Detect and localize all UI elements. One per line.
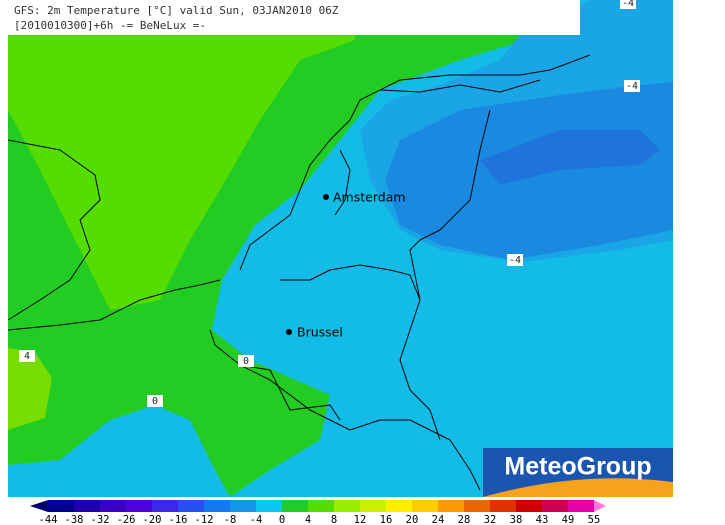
colorbar-label: -20 <box>143 514 162 525</box>
city-dot <box>323 194 329 200</box>
colorbar-segment <box>516 500 543 512</box>
colorbar-label: -44 <box>39 514 58 525</box>
map-subtitle: [2010010300]+6h -= BeNeLux =- <box>14 19 206 32</box>
colorbar-label: 43 <box>536 514 549 525</box>
colorbar-segment <box>386 500 413 512</box>
city-dot <box>286 329 292 335</box>
colorbar-label: -8 <box>224 514 237 525</box>
map-title: GFS: 2m Temperature [°C] valid Sun, 03JA… <box>14 4 339 17</box>
colorbar-label: -12 <box>195 514 214 525</box>
logo-text: MeteoGroup <box>504 453 651 481</box>
colorbar-label: 4 <box>305 514 311 525</box>
colorbar-segment <box>464 500 491 512</box>
colorbar-label: -4 <box>250 514 263 525</box>
city-label: Brussel <box>297 325 343 340</box>
contour-label: -4 <box>622 0 634 9</box>
colorbar-segment <box>100 500 127 512</box>
colorbar-label: 28 <box>458 514 471 525</box>
colorbar-label: 0 <box>279 514 285 525</box>
colorbar-segment <box>282 500 309 512</box>
colorbar-segment <box>412 500 439 512</box>
contour-label: -4 <box>626 81 638 92</box>
colorbar-segment <box>126 500 153 512</box>
contour-label-box <box>507 254 523 266</box>
colorbar-end <box>30 500 48 512</box>
coastline <box>7 54 591 491</box>
contour-label: 0 <box>152 396 158 407</box>
contour-label-box <box>19 350 35 362</box>
contour-label-box <box>238 355 254 367</box>
colorbar-label: -26 <box>117 514 136 525</box>
colorbar-segment <box>74 500 101 512</box>
contour-label: 0 <box>243 356 249 367</box>
contour-label-box <box>620 0 636 9</box>
colorbar-segment <box>152 500 179 512</box>
contour-label-box <box>624 80 640 92</box>
colorbar-label: 32 <box>484 514 497 525</box>
colorbar-segment <box>438 500 465 512</box>
logo-swoosh <box>483 478 673 497</box>
contour-label: 4 <box>24 351 30 362</box>
colorbar-segment <box>178 500 205 512</box>
contour-label-box <box>147 395 163 407</box>
colorbar-label: 16 <box>380 514 393 525</box>
colorbar-end <box>594 500 606 512</box>
darkest-blue-field <box>480 130 660 185</box>
colorbar-segment <box>360 500 387 512</box>
colorbar: -44 -38 -32 -26 -20 -16 -12 -8 -4 0 4 8 12 16 20 24 28 32… <box>30 500 606 525</box>
colorbar-label: 12 <box>354 514 367 525</box>
colorbar-segment <box>204 500 231 512</box>
colorbar-segment <box>308 500 335 512</box>
colorbar-segment <box>542 500 569 512</box>
colorbar-label: -38 <box>65 514 84 525</box>
colorbar-label: 55 <box>588 514 601 525</box>
colorbar-segment <box>568 500 595 512</box>
logo: MeteoGroup <box>483 448 673 497</box>
header-box <box>8 0 580 35</box>
colorbar-segment <box>256 500 283 512</box>
colorbar-label: 38 <box>510 514 523 525</box>
colorbar-segment <box>230 500 257 512</box>
colorbar-label: 49 <box>562 514 575 525</box>
colorbar-label: 20 <box>406 514 419 525</box>
colorbar-label: -16 <box>169 514 188 525</box>
light-green-field <box>8 0 355 310</box>
contour-label: -4 <box>509 255 521 266</box>
colorbar-label: 8 <box>331 514 337 525</box>
city-label: Amsterdam <box>333 190 406 205</box>
lime-field <box>8 348 52 430</box>
colorbar-segment <box>490 500 517 512</box>
colorbar-segment <box>334 500 361 512</box>
colorbar-label: 24 <box>432 514 445 525</box>
map <box>7 0 673 497</box>
colorbar-label: -32 <box>91 514 110 525</box>
colorbar-segment <box>48 500 75 512</box>
